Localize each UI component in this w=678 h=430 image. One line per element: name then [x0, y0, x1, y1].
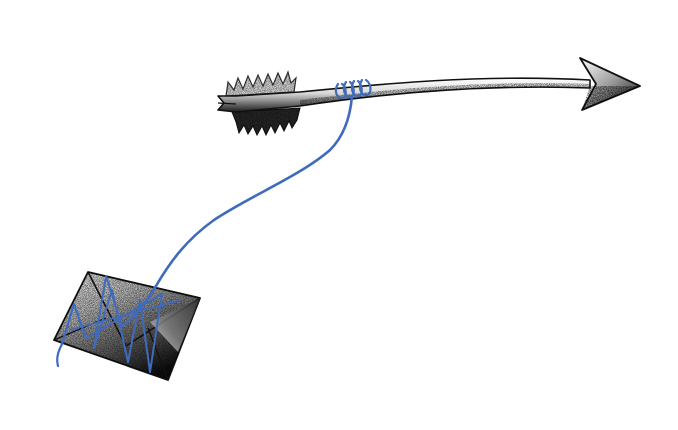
arrow-icon [217, 57, 641, 137]
envelope-icon [53, 271, 201, 381]
arrow-fletching-bottom [231, 107, 301, 137]
arrow-fletching-top [225, 70, 297, 97]
arrowhead [579, 57, 641, 111]
string-icon [56, 78, 372, 373]
